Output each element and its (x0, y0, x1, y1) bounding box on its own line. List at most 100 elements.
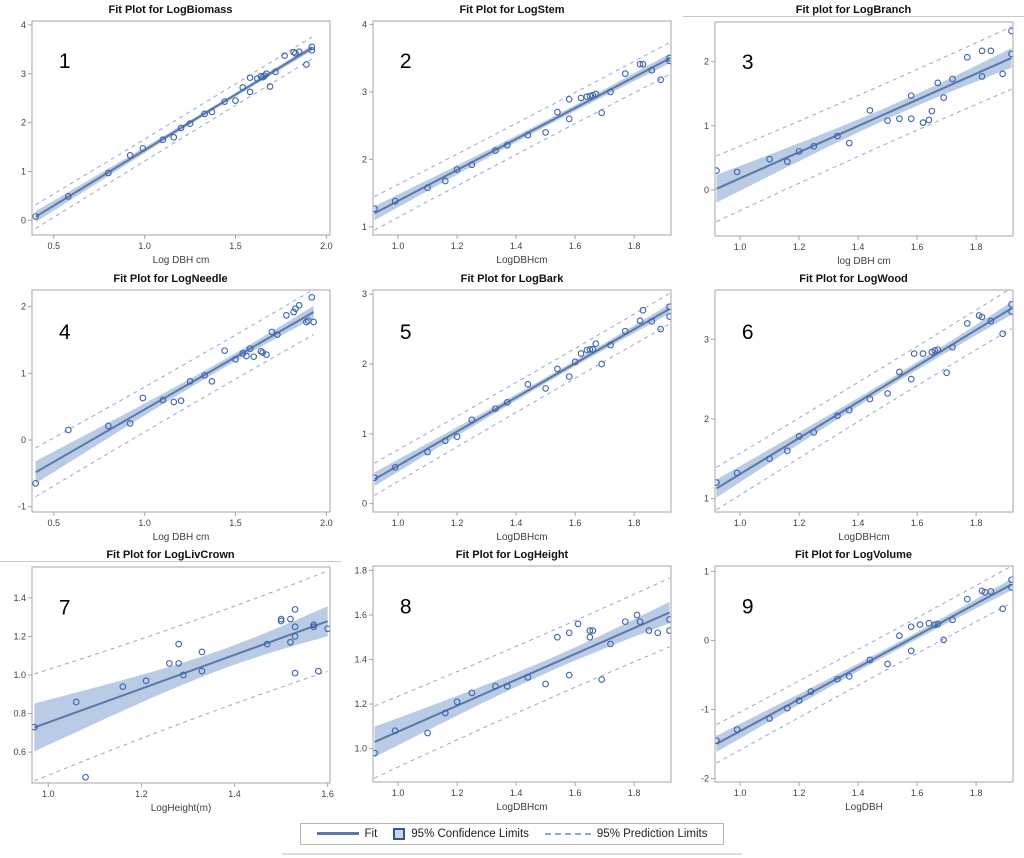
x-axis-label: LogDBH (845, 802, 883, 813)
y-tick-label: 0 (21, 215, 26, 225)
data-point (263, 640, 271, 648)
fit-plot-figure-7: Fit Plot for LogLivCrown 1.0 1.2 1.4 1.6 0.6… (0, 545, 341, 816)
data-point (492, 682, 499, 690)
data-point (263, 351, 270, 359)
x-tick-label: 1.8 (628, 788, 641, 798)
data-point (621, 70, 629, 78)
confidence-band (716, 302, 1012, 498)
data-point (290, 308, 298, 316)
data-point (866, 656, 874, 664)
data-point (586, 627, 594, 634)
data-point (441, 709, 449, 717)
plot-canvas: 1.0 1.2 1.4 1.6 0.6 0.8 1.0 1.2 1.4 LogHeight(m) 7 (13, 566, 334, 814)
plot-title-wrap: Fit Plot for LogBiomass (0, 0, 341, 16)
data-point (565, 373, 573, 380)
data-point (648, 318, 656, 325)
data-point (621, 618, 629, 626)
data-point (654, 629, 662, 637)
data-point (310, 621, 318, 629)
data-point (281, 52, 288, 60)
data-point (866, 395, 874, 403)
data-point (934, 346, 942, 354)
plot-canvas: 0.5 1.0 1.5 2.0 0 1 2 3 4 Log DBH cm 1 (21, 20, 333, 266)
confidence-band-swatch-icon (393, 827, 406, 840)
data-point (795, 148, 803, 155)
data-point (607, 640, 614, 648)
data-point (910, 350, 918, 358)
plot-title-wrap: Fit Plot for LogLivCrown (0, 545, 341, 562)
panel-number-label: 7 (59, 597, 71, 620)
y-tick-label: -1 (18, 502, 26, 512)
data-point (198, 648, 206, 656)
prediction-limit-upper (716, 566, 1012, 725)
confidence-band (716, 48, 1012, 203)
data-point (198, 667, 206, 675)
data-point (424, 729, 431, 737)
data-point (246, 74, 254, 82)
prediction-limit-lower (374, 646, 670, 779)
data-point (424, 184, 431, 192)
data-point (845, 406, 853, 414)
plot-title-wrap: Fit Plot for LogHeight (341, 545, 683, 561)
data-point (453, 166, 461, 173)
data-point (246, 345, 254, 353)
x-tick-label: 1.4 (852, 242, 865, 252)
prediction-limit-lower (35, 58, 313, 230)
fit-line (374, 57, 670, 215)
data-point (987, 588, 995, 595)
data-point (607, 88, 614, 96)
x-tick-label: 1.0 (392, 241, 405, 251)
data-point (598, 360, 606, 368)
data-point (503, 141, 511, 149)
data-point (586, 92, 594, 100)
x-tick-label: 1.2 (451, 518, 464, 528)
data-point (783, 158, 791, 166)
fit-line-swatch-icon (316, 832, 359, 835)
data-point (104, 422, 112, 430)
data-point (175, 660, 183, 667)
data-point (424, 448, 431, 456)
data-point (373, 474, 378, 482)
data-point (391, 197, 399, 205)
x-tick-label: 1.0 (392, 518, 405, 528)
data-point (208, 108, 216, 116)
data-point (919, 350, 927, 358)
data-point (492, 405, 499, 413)
data-point (468, 689, 476, 697)
x-axis-label: log DBH cm (837, 256, 890, 267)
data-point (1008, 50, 1013, 58)
data-point (554, 108, 561, 116)
panel-number-label: 8 (400, 596, 412, 619)
legend-label-confidence: 95% Confidence Limits (411, 827, 529, 840)
data-point (170, 133, 178, 141)
y-tick-label: 1 (362, 222, 367, 232)
panel-number-label: 1 (59, 50, 71, 73)
data-point (633, 611, 641, 619)
data-point (636, 317, 644, 325)
data-point (139, 145, 147, 152)
plot-frame (372, 565, 672, 783)
data-point (783, 447, 791, 455)
prediction-limit-lower (716, 88, 1012, 223)
data-point (186, 377, 194, 385)
data-point (577, 94, 585, 102)
x-tick-label: 0.5 (48, 518, 61, 528)
panel-number-label: 6 (742, 321, 754, 344)
data-point (715, 479, 720, 486)
data-point (1008, 308, 1013, 315)
data-point (1008, 300, 1013, 308)
y-tick-label: 1 (362, 429, 367, 439)
plot-title: Fit plot for LogBranch (795, 4, 912, 16)
data-point (232, 355, 239, 363)
x-tick-label: 1.2 (793, 242, 806, 252)
data-point (179, 671, 187, 679)
data-point (783, 704, 791, 712)
data-point (542, 129, 549, 136)
x-tick-label: 1.6 (911, 242, 924, 252)
fit-plot-figure-9: Fit Plot for LogVolume 1.0 1.2 1.4 1.6 1.8 -2… (683, 545, 1024, 816)
x-tick-label: 1.4 (852, 788, 865, 798)
data-point (639, 306, 647, 314)
x-tick-label: 1.4 (228, 789, 241, 799)
data-point (303, 61, 310, 68)
prediction-limit-upper (34, 570, 328, 675)
